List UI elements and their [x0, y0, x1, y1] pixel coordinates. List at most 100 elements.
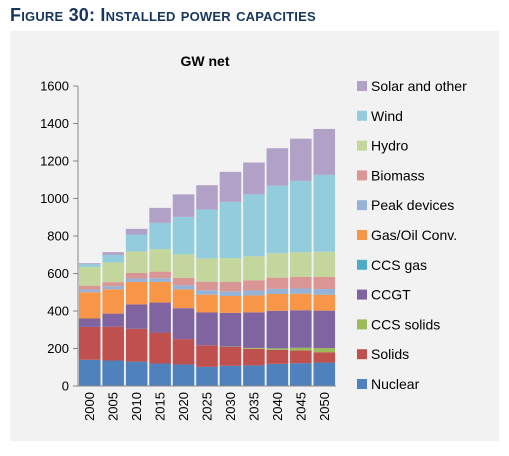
bar-segment: [219, 312, 242, 347]
bar-segment: [102, 326, 124, 361]
bar-segment: [102, 286, 124, 290]
bar-segment: [290, 138, 312, 181]
bar-segment: [266, 349, 289, 364]
bar-segment: [219, 365, 242, 386]
legend-swatch: [357, 230, 367, 240]
bar-segment: [172, 289, 195, 309]
y-tick-label: 200: [47, 341, 69, 356]
bar-segment: [172, 285, 195, 290]
bar-segment: [219, 201, 242, 259]
bar-segment: [172, 194, 195, 217]
legend-swatch: [357, 140, 367, 151]
bar-segment: [125, 361, 148, 387]
bar-segment: [290, 276, 312, 289]
bar-segment: [149, 332, 171, 364]
bar-segment: [313, 294, 336, 311]
bar-segment: [172, 364, 195, 386]
x-tick-label: 2010: [129, 392, 144, 421]
bar-segment: [266, 363, 289, 387]
bar-segment: [290, 180, 312, 253]
bar-segment: [266, 277, 289, 289]
plot-area: 0 200 400 600 800 1000 1200 1400 1600 2000 2005 201…: [40, 79, 336, 421]
bar-segment: [313, 352, 336, 363]
legend-label: CCGT: [371, 287, 411, 303]
bar-segment: [243, 348, 265, 366]
legend-label: Solar and other: [371, 78, 467, 94]
bar-segment: [196, 312, 218, 346]
x-tick-label: 2040: [270, 392, 285, 421]
bar-segment: [78, 285, 101, 290]
bar-segment: [266, 148, 289, 186]
bar-segment: [290, 310, 312, 348]
bar-segment: [313, 289, 336, 295]
bar-segment: [290, 252, 312, 277]
bar-segment: [78, 292, 101, 319]
legend-label: Biomass: [371, 167, 425, 183]
y-tick-label: 1200: [40, 154, 69, 169]
bar-segment: [149, 278, 171, 282]
bar-segment: [125, 281, 148, 305]
x-tick-label: 2045: [293, 392, 308, 421]
y-tick-label: 800: [47, 229, 69, 244]
y-tick-label: 1000: [40, 191, 69, 206]
bar-segment: [243, 295, 265, 313]
bar-segment: [102, 313, 124, 327]
y-tick-label: 1400: [40, 116, 69, 131]
bar-segment: [243, 312, 265, 348]
bar-segment: [102, 262, 124, 283]
bar-segment: [243, 290, 265, 296]
x-tick-label: 2030: [223, 392, 238, 421]
bar-segment: [243, 194, 265, 257]
bar-segment: [290, 288, 312, 294]
x-tick-label: 2035: [246, 392, 261, 421]
bar-segment: [196, 345, 218, 367]
bar-segment: [125, 328, 148, 362]
bar-segment: [149, 222, 171, 250]
bar-segment: [243, 162, 265, 195]
bar-segment: [149, 271, 171, 279]
bar-segment: [172, 339, 195, 365]
bar-segment: [172, 216, 195, 255]
bar-segment: [266, 293, 289, 311]
bar-segment: [102, 252, 124, 255]
bar-segment: [172, 308, 195, 340]
bar-segment: [125, 304, 148, 329]
legend-label: CCS gas: [371, 257, 427, 273]
bar-segment: [102, 282, 124, 287]
legend-swatch: [357, 110, 367, 121]
legend-label: Gas/Oil Conv.: [371, 227, 457, 243]
legend-swatch: [357, 170, 367, 181]
bar-segment: [290, 347, 312, 351]
bar-segment: [196, 281, 218, 291]
bar-segment: [313, 276, 336, 290]
bar-segment: [125, 228, 148, 235]
legend-swatch: [357, 349, 367, 360]
x-tick-label: 2025: [200, 392, 215, 421]
bar-segment: [125, 272, 148, 279]
bar-segment: [149, 363, 171, 386]
bar-segment: [172, 277, 195, 286]
bar-segment: [243, 365, 265, 387]
legend-swatch: [357, 379, 367, 389]
bar-segment: [290, 293, 312, 311]
legend-swatch: [357, 319, 367, 330]
x-tick-label: 2000: [82, 392, 97, 421]
bar-segment: [149, 207, 171, 223]
legend-swatch: [357, 200, 367, 211]
bar-segment: [266, 310, 289, 349]
bar-segment: [196, 294, 218, 313]
bar-segment: [266, 253, 289, 278]
bar-segment: [219, 347, 242, 366]
bar-segment: [125, 278, 148, 282]
legend-label: CCS solids: [371, 316, 440, 332]
bar-segment: [313, 348, 336, 353]
bar-segment: [290, 350, 312, 364]
bar-segment: [243, 256, 265, 281]
bar-segment: [78, 359, 101, 386]
legend-label: Solids: [371, 346, 409, 362]
bar-segment: [125, 251, 148, 273]
y-tick-label: 1600: [40, 79, 69, 94]
bar-segment: [78, 264, 101, 267]
bar-segment: [219, 171, 242, 202]
